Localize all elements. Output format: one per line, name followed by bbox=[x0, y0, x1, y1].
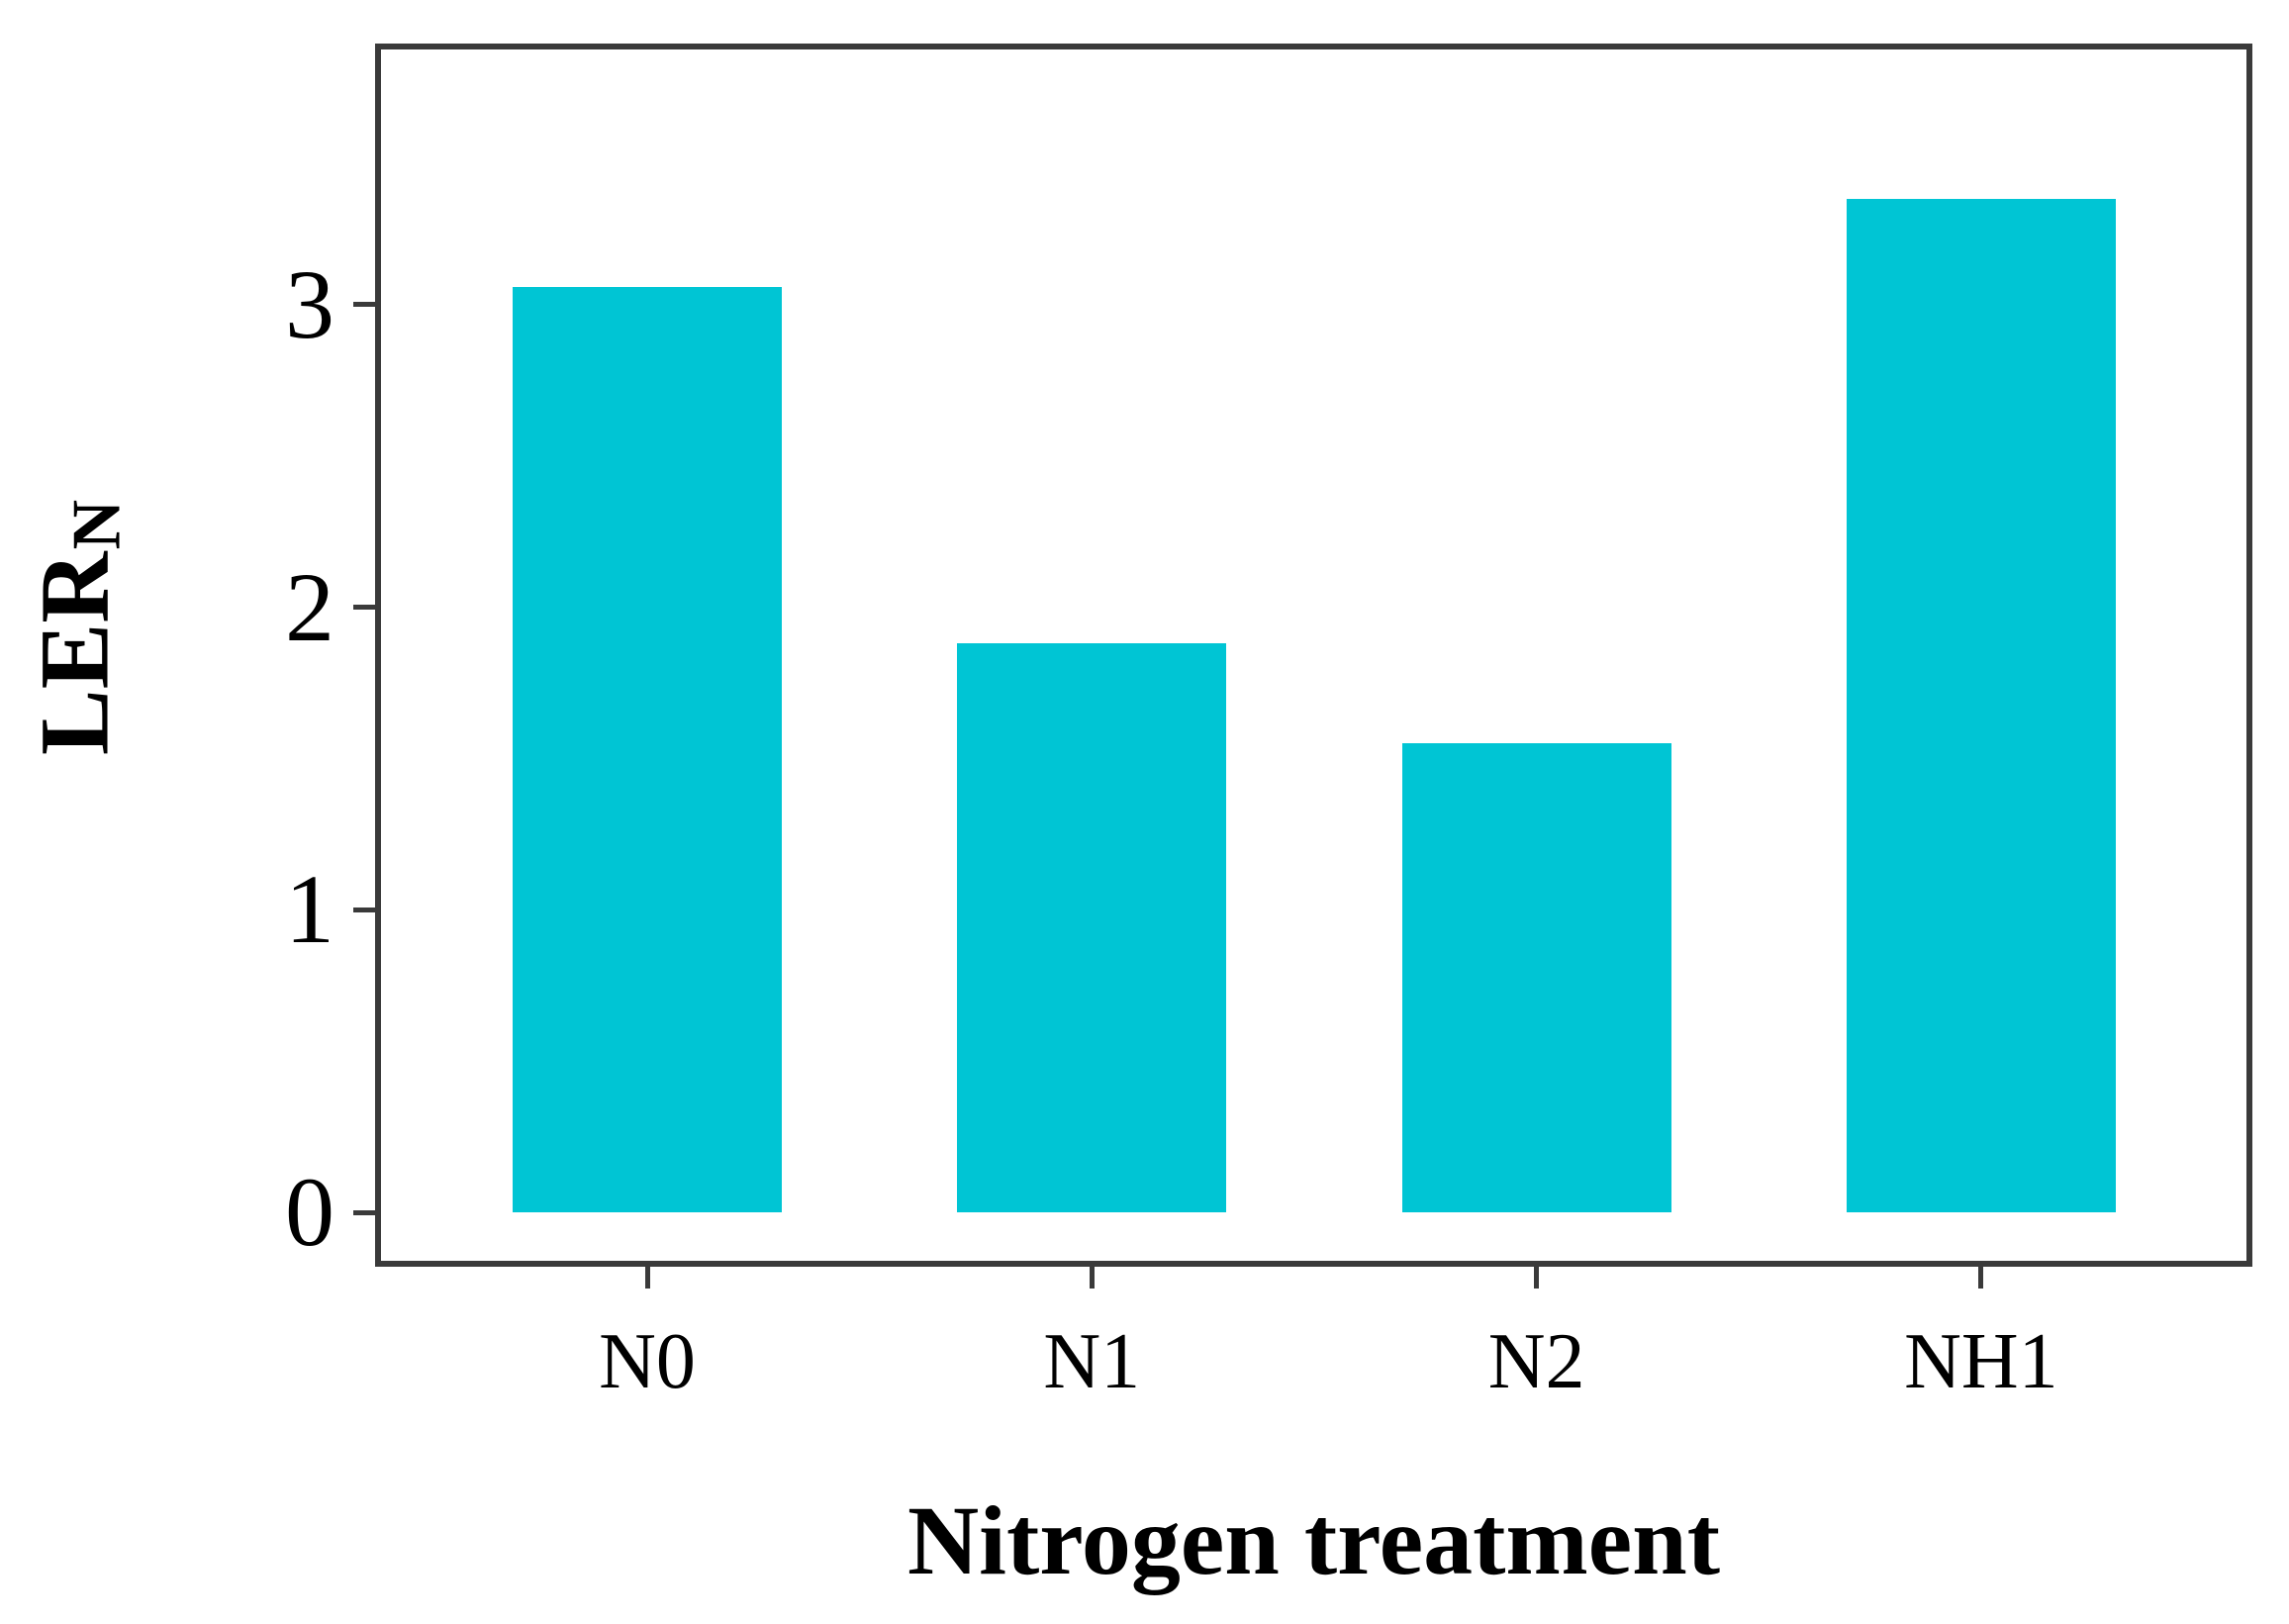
bar-N2 bbox=[1401, 743, 1671, 1212]
x-tick-label: NH1 bbox=[1904, 1318, 2058, 1405]
y-tick-label: 1 bbox=[285, 854, 334, 965]
x-tick-label: N2 bbox=[1487, 1318, 1585, 1405]
bar-N0 bbox=[513, 286, 782, 1212]
x-tick-mark bbox=[1978, 1267, 1984, 1289]
y-tick-mark bbox=[353, 302, 375, 308]
x-tick-mark bbox=[1089, 1267, 1095, 1289]
y-tick-mark bbox=[353, 1209, 375, 1215]
x-tick-label: N1 bbox=[1043, 1318, 1141, 1405]
y-tick-mark bbox=[353, 605, 375, 611]
y-axis-label-main: LER bbox=[19, 551, 130, 756]
y-axis-label-subscript: N bbox=[58, 499, 136, 550]
bar-NH1 bbox=[1846, 198, 2116, 1212]
y-tick-mark bbox=[353, 907, 375, 912]
bar-N1 bbox=[957, 643, 1227, 1212]
x-tick-mark bbox=[644, 1267, 650, 1289]
plot-frame bbox=[375, 44, 2252, 1267]
x-tick-mark bbox=[1534, 1267, 1540, 1289]
y-tick-label: 2 bbox=[285, 551, 334, 662]
y-tick-label: 3 bbox=[285, 248, 334, 359]
x-tick-label: N0 bbox=[599, 1318, 696, 1405]
y-axis-label: LERN bbox=[18, 500, 136, 756]
y-tick-label: 0 bbox=[285, 1157, 334, 1267]
x-axis-label: Nitrogen treatment bbox=[906, 1485, 1721, 1595]
